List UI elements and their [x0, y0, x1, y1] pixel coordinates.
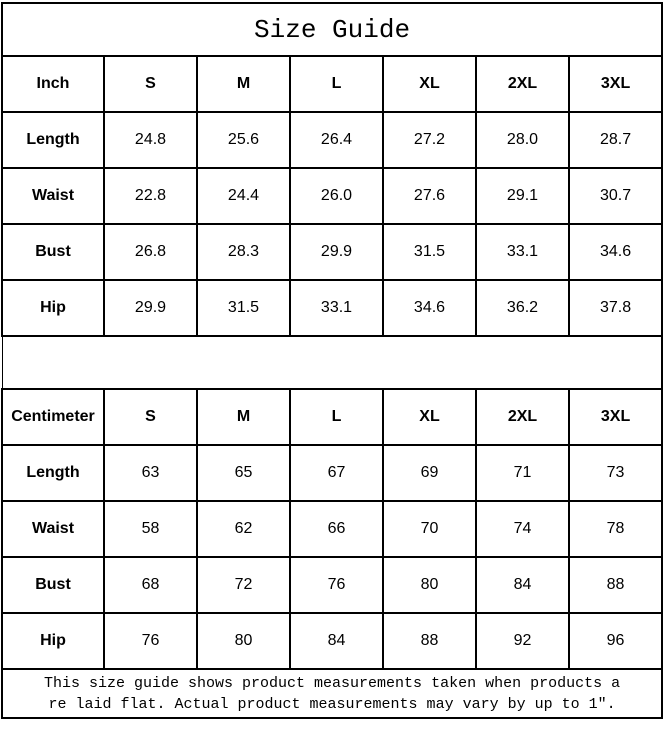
table-cell: 69 — [382, 444, 477, 502]
table-row: Length 24.8 25.6 26.4 27.2 28.0 28.7 — [1, 111, 663, 169]
table-cell: 29.9 — [103, 279, 198, 337]
table-cell: 36.2 — [475, 279, 570, 337]
table-row: Bust 68 72 76 80 84 88 — [1, 556, 663, 614]
table-cell: 26.8 — [103, 223, 198, 281]
inch-unit-header: Inch — [1, 55, 105, 113]
inch-size-header-l: L — [289, 55, 384, 113]
table-cell: 66 — [289, 500, 384, 558]
inch-size-header-2xl: 2XL — [475, 55, 570, 113]
cm-size-header-xl: XL — [382, 388, 477, 446]
table-cell: 73 — [567, 444, 663, 502]
table-cell: 29.9 — [289, 223, 384, 281]
cm-size-header-s: S — [103, 388, 198, 446]
table-cell: 65 — [196, 444, 291, 502]
cm-size-header-3xl: 3XL — [567, 388, 663, 446]
table-cell: 28.0 — [475, 111, 570, 169]
footer-row: This size guide shows product measuremen… — [0, 668, 663, 719]
table-cell: 74 — [475, 500, 570, 558]
row-label-waist: Waist — [1, 167, 105, 225]
footer-note: This size guide shows product measuremen… — [0, 668, 663, 719]
table-cell: 28.7 — [567, 111, 663, 169]
table-row: Bust 26.8 28.3 29.9 31.5 33.1 34.6 — [1, 223, 663, 281]
table-cell: 33.1 — [475, 223, 570, 281]
cm-unit-header: Centimeter — [1, 388, 105, 446]
table-cell: 62 — [196, 500, 291, 558]
table-cell: 88 — [382, 612, 477, 670]
inch-header-row: Inch S M L XL 2XL 3XL — [1, 55, 663, 113]
cm-header-row: Centimeter S M L XL 2XL 3XL — [1, 388, 663, 446]
table-cell: 34.6 — [567, 223, 663, 281]
table-cell: 63 — [103, 444, 198, 502]
table-cell: 84 — [289, 612, 384, 670]
page-title: Size Guide — [0, 2, 663, 57]
table-cell: 34.6 — [382, 279, 477, 337]
table-cell: 28.3 — [196, 223, 291, 281]
inch-size-header-m: M — [196, 55, 291, 113]
title-row: Size Guide — [0, 2, 663, 57]
row-label-length: Length — [1, 444, 105, 502]
inch-size-header-3xl: 3XL — [567, 55, 663, 113]
table-cell: 92 — [475, 612, 570, 670]
table-row: Hip 29.9 31.5 33.1 34.6 36.2 37.8 — [1, 279, 663, 337]
inch-size-header-xl: XL — [382, 55, 477, 113]
table-cell: 88 — [567, 556, 663, 614]
table-cell: 27.6 — [382, 167, 477, 225]
table-cell: 24.4 — [196, 167, 291, 225]
table-gap-row — [1, 336, 663, 389]
cm-size-header-2xl: 2XL — [475, 388, 570, 446]
table-cell: 80 — [196, 612, 291, 670]
table-cell: 84 — [475, 556, 570, 614]
table-gap — [1, 336, 663, 389]
table-cell: 67 — [289, 444, 384, 502]
footer-note-line2: re laid flat. Actual product measurement… — [48, 695, 616, 713]
table-row: Waist 22.8 24.4 26.0 27.6 29.1 30.7 — [1, 167, 663, 225]
row-label-length: Length — [1, 111, 105, 169]
inch-size-header-s: S — [103, 55, 198, 113]
row-label-waist: Waist — [1, 500, 105, 558]
table-cell: 76 — [103, 612, 198, 670]
table-row: Waist 58 62 66 70 74 78 — [1, 500, 663, 558]
row-label-hip: Hip — [1, 612, 105, 670]
table-cell: 31.5 — [382, 223, 477, 281]
table-cell: 76 — [289, 556, 384, 614]
row-label-bust: Bust — [1, 223, 105, 281]
table-cell: 78 — [567, 500, 663, 558]
table-cell: 37.8 — [567, 279, 663, 337]
table-cell: 71 — [475, 444, 570, 502]
table-cell: 26.0 — [289, 167, 384, 225]
table-cell: 27.2 — [382, 111, 477, 169]
table-row: Hip 76 80 84 88 92 96 — [1, 612, 663, 670]
table-cell: 30.7 — [567, 167, 663, 225]
row-label-hip: Hip — [1, 279, 105, 337]
table-cell: 68 — [103, 556, 198, 614]
table-cell: 29.1 — [475, 167, 570, 225]
table-cell: 31.5 — [196, 279, 291, 337]
table-cell: 24.8 — [103, 111, 198, 169]
cm-size-header-m: M — [196, 388, 291, 446]
table-cell: 80 — [382, 556, 477, 614]
footer-note-line1: This size guide shows product measuremen… — [44, 674, 621, 692]
table-cell: 26.4 — [289, 111, 384, 169]
table-cell: 72 — [196, 556, 291, 614]
table-cell: 22.8 — [103, 167, 198, 225]
table-cell: 33.1 — [289, 279, 384, 337]
row-label-bust: Bust — [1, 556, 105, 614]
cm-size-header-l: L — [289, 388, 384, 446]
table-cell: 25.6 — [196, 111, 291, 169]
table-cell: 96 — [567, 612, 663, 670]
table-cell: 58 — [103, 500, 198, 558]
table-cell: 70 — [382, 500, 477, 558]
table-row: Length 63 65 67 69 71 73 — [1, 444, 663, 502]
